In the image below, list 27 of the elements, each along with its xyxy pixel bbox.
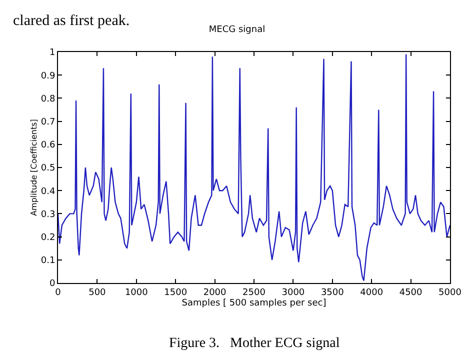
y-tick-label: 0.7	[40, 117, 56, 128]
y-tick-label: 0.2	[40, 232, 56, 243]
y-tick-label: 0	[49, 279, 56, 290]
y-tick-label: 0.1	[40, 256, 56, 266]
x-tick-label: 1500	[164, 288, 188, 298]
chart-title: MECG signal	[208, 24, 266, 35]
x-tick-label: 1000	[124, 288, 148, 298]
y-tick-label: 0.4	[40, 186, 56, 197]
caption: Figure 3. Mother ECG signal	[169, 336, 340, 351]
line-series	[58, 54, 450, 282]
x-tick-label: 2000	[203, 288, 227, 298]
x-tick-label: 4500	[399, 288, 423, 298]
x-tick-label: 4000	[360, 288, 384, 298]
x-tick-label: 5000	[438, 288, 462, 298]
y-tick-label: 0.5	[40, 164, 56, 174]
y-tick-label: 0.3	[40, 210, 56, 220]
text: clared as first peak.	[13, 13, 130, 29]
y-tick-label: 1	[49, 48, 56, 58]
y-axis-title: Amplitude [Coefficients]	[30, 119, 39, 216]
x-tick-label: 3000	[282, 288, 305, 298]
x-tick-label: 3500	[320, 288, 344, 298]
x-tick-label: 2500	[242, 288, 266, 298]
x-tick-label: 500	[88, 288, 106, 298]
y-tick-label: 0.8	[40, 94, 56, 104]
y-tick-label: 0.6	[40, 140, 56, 151]
y-tick-label: 0.9	[40, 71, 56, 82]
x-axis-title: Samples [ 500 samples per sec]	[182, 298, 326, 309]
